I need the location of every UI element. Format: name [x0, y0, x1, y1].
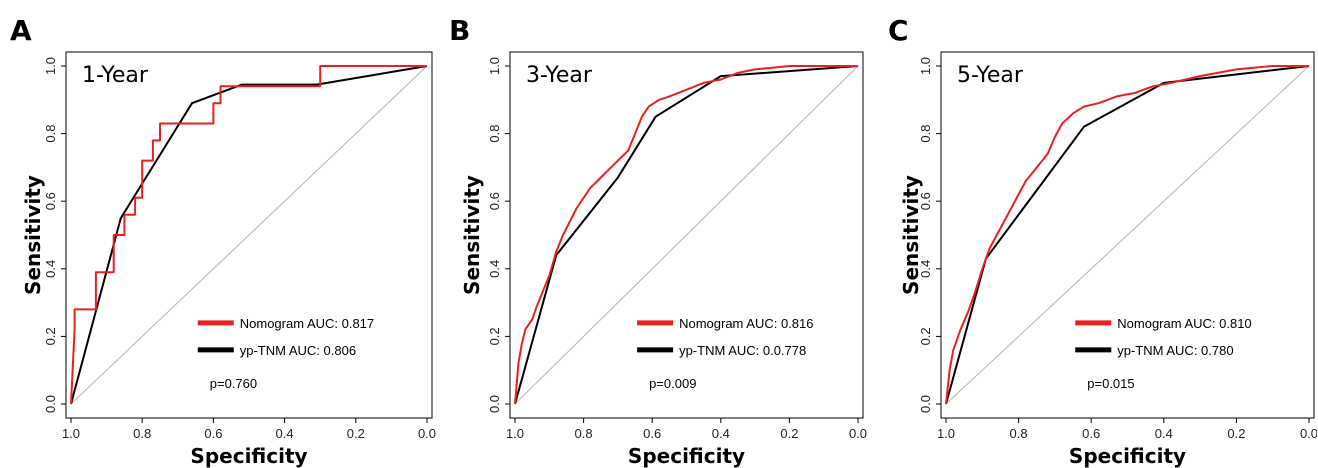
roc-panel-b: B 1.0 0.8 0.6 0.4 0.2 0.0 0.0 0.2 0.4 0.6 0.8 1.0 Spe… — [439, 0, 878, 468]
x-tick-label: 1.0 — [937, 426, 955, 441]
x-tick-label: 1.0 — [506, 426, 524, 441]
y-tick-label: 0.2 — [918, 327, 933, 345]
x-tick-label: 0.4 — [276, 426, 294, 441]
panel-letter: C — [888, 14, 909, 47]
chart-svg: B 1.0 0.8 0.6 0.4 0.2 0.0 0.0 0.2 0.4 0.6 0.8 1.0 Spe… — [449, 14, 867, 468]
y-axis-label: Sensitivity — [21, 175, 45, 295]
x-tick-label: 0.2 — [347, 426, 365, 441]
y-axis-label: Sensitivity — [460, 175, 484, 295]
x-axis-label: Specificity — [190, 444, 307, 468]
reference-diagonal — [514, 65, 859, 405]
x-tick-label: 0.6 — [643, 426, 661, 441]
y-tick-label: 0.0 — [918, 395, 933, 413]
p-value: p=0.009 — [649, 376, 696, 391]
series-line-nomogram — [945, 65, 1309, 405]
reference-diagonal — [945, 65, 1310, 405]
x-tick-label: 0.8 — [133, 426, 151, 441]
legend-label: yp-TNM AUC: 0.806 — [240, 343, 356, 358]
series-line-yp-tnm — [514, 65, 859, 405]
chart-svg: C 1.0 0.8 0.6 0.4 0.2 0.0 0.0 0.2 0.4 0.6 0.8 1.0 Spe… — [888, 14, 1317, 468]
roc-panel-c: C 1.0 0.8 0.6 0.4 0.2 0.0 0.0 0.2 0.4 0.6 0.8 1.0 Spe… — [878, 0, 1317, 468]
x-tick-label: 0.4 — [712, 426, 730, 441]
roc-panel-a: A 1.0 0.8 0.6 0.4 0.2 0.0 0.0 0.2 0.4 0.6 0.8 1.0 Spe… — [0, 0, 439, 468]
y-tick-label: 0.4 — [43, 260, 58, 278]
chart-svg: A 1.0 0.8 0.6 0.4 0.2 0.0 0.0 0.2 0.4 0.6 0.8 1.0 Spe… — [10, 14, 436, 468]
y-tick-label: 1.0 — [918, 57, 933, 75]
legend-label: yp-TNM AUC: 0.780 — [1117, 343, 1233, 358]
x-tick-label: 0.8 — [575, 426, 593, 441]
p-value: p=0.760 — [210, 376, 257, 391]
y-tick-label: 0.2 — [487, 327, 502, 345]
x-tick-label: 0.2 — [780, 426, 798, 441]
plot-frame — [940, 51, 1315, 419]
y-tick-label: 0.6 — [487, 192, 502, 210]
chart-title: 3-Year — [526, 63, 593, 88]
y-tick-label: 0.8 — [487, 125, 502, 143]
y-tick-label: 0.8 — [918, 125, 933, 143]
y-tick-label: 0.8 — [43, 125, 58, 143]
y-tick-label: 0.6 — [918, 192, 933, 210]
y-tick-label: 0.0 — [43, 395, 58, 413]
x-tick-label: 0.0 — [849, 426, 867, 441]
x-tick-label: 0.6 — [204, 426, 222, 441]
x-tick-label: 0.4 — [1155, 426, 1173, 441]
y-tick-label: 0.4 — [487, 260, 502, 278]
plot-frame — [65, 51, 433, 419]
legend-label: yp-TNM AUC: 0.0.778 — [679, 343, 806, 358]
series-line-nomogram — [514, 65, 858, 405]
x-tick-label: 0.0 — [1300, 426, 1317, 441]
legend-label: Nomogram AUC: 0.817 — [240, 316, 374, 331]
series-line-yp-tnm — [945, 65, 1310, 405]
panel-letter: B — [449, 14, 470, 47]
y-tick-label: 1.0 — [43, 57, 58, 75]
x-tick-label: 1.0 — [62, 426, 80, 441]
x-tick-label: 0.6 — [1082, 426, 1100, 441]
x-tick-label: 0.2 — [1227, 426, 1245, 441]
x-tick-label: 0.8 — [1010, 426, 1028, 441]
p-value: p=0.015 — [1087, 376, 1134, 391]
y-tick-label: 0.4 — [918, 260, 933, 278]
x-axis-label: Specificity — [1069, 444, 1186, 468]
chart-title: 1-Year — [82, 63, 149, 88]
series-line-nomogram — [70, 65, 427, 405]
y-tick-label: 0.0 — [487, 395, 502, 413]
y-axis-label: Sensitivity — [899, 175, 923, 295]
series-line-yp-tnm — [70, 65, 428, 405]
x-axis-label: Specificity — [628, 444, 745, 468]
plot-frame — [509, 51, 864, 419]
legend-label: Nomogram AUC: 0.810 — [1117, 316, 1251, 331]
legend-label: Nomogram AUC: 0.816 — [679, 316, 813, 331]
panel-letter: A — [10, 14, 32, 47]
chart-title: 5-Year — [957, 63, 1024, 88]
x-tick-label: 0.0 — [418, 426, 436, 441]
y-tick-label: 0.2 — [43, 327, 58, 345]
y-tick-label: 0.6 — [43, 192, 58, 210]
y-tick-label: 1.0 — [487, 57, 502, 75]
reference-diagonal — [70, 65, 428, 405]
